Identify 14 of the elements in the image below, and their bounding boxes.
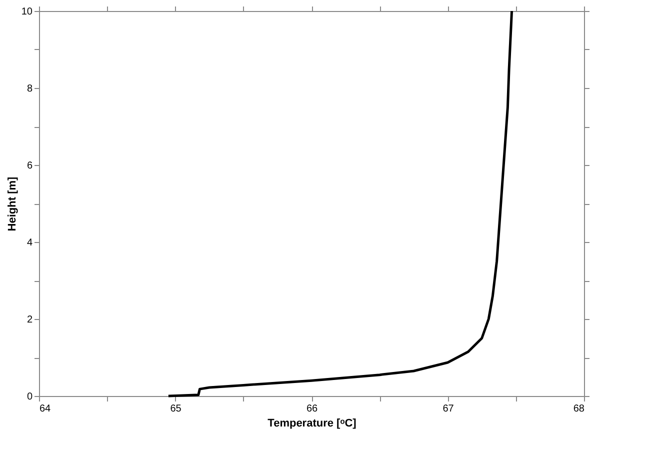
y-tick-label: 10 bbox=[21, 6, 33, 18]
x-axis-title: Temperature [ᵒC] bbox=[268, 418, 357, 430]
y-tick-label: 4 bbox=[26, 238, 33, 248]
x-tick-label: 64 bbox=[40, 404, 52, 414]
y-tick-label: 8 bbox=[26, 84, 33, 94]
x-tick-label: 65 bbox=[170, 404, 182, 414]
x-tick-label: 67 bbox=[442, 404, 454, 414]
x-tick-label: 68 bbox=[573, 404, 585, 414]
line-series bbox=[167, 10, 514, 398]
y-tick-label: 0 bbox=[26, 392, 33, 402]
x-tick-label: 66 bbox=[306, 404, 318, 414]
y-tick-label: 2 bbox=[26, 314, 33, 326]
y-tick-label: 6 bbox=[26, 160, 33, 172]
y-axis-title: Height [m] bbox=[6, 176, 18, 232]
